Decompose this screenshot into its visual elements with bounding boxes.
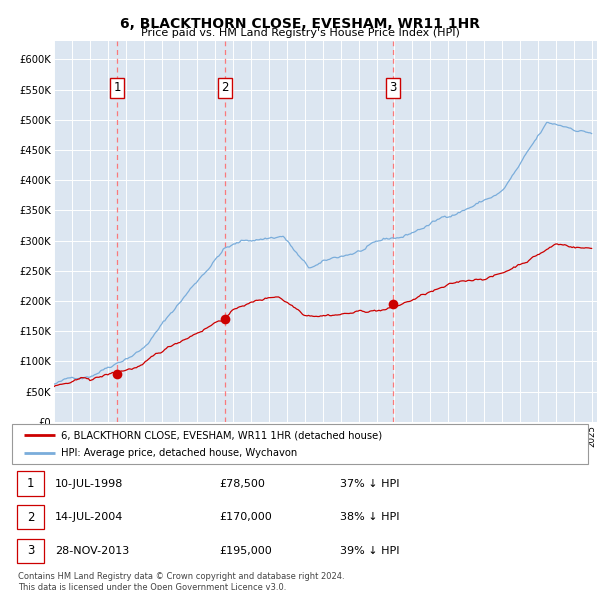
- Text: 2: 2: [221, 81, 229, 94]
- Text: 3: 3: [27, 544, 34, 558]
- Text: 38% ↓ HPI: 38% ↓ HPI: [340, 512, 400, 522]
- Text: 3: 3: [389, 81, 397, 94]
- Text: 10-JUL-1998: 10-JUL-1998: [55, 478, 124, 489]
- FancyBboxPatch shape: [17, 471, 44, 496]
- FancyBboxPatch shape: [17, 539, 44, 563]
- FancyBboxPatch shape: [17, 505, 44, 529]
- Text: £195,000: £195,000: [220, 546, 272, 556]
- Text: 37% ↓ HPI: 37% ↓ HPI: [340, 478, 400, 489]
- Text: £170,000: £170,000: [220, 512, 272, 522]
- Text: 6, BLACKTHORN CLOSE, EVESHAM, WR11 1HR: 6, BLACKTHORN CLOSE, EVESHAM, WR11 1HR: [120, 17, 480, 31]
- Text: This data is licensed under the Open Government Licence v3.0.: This data is licensed under the Open Gov…: [18, 583, 286, 590]
- Text: 6, BLACKTHORN CLOSE, EVESHAM, WR11 1HR (detached house): 6, BLACKTHORN CLOSE, EVESHAM, WR11 1HR (…: [61, 430, 382, 440]
- Text: 1: 1: [26, 477, 34, 490]
- FancyBboxPatch shape: [12, 424, 588, 464]
- Text: 14-JUL-2004: 14-JUL-2004: [55, 512, 124, 522]
- Text: Contains HM Land Registry data © Crown copyright and database right 2024.: Contains HM Land Registry data © Crown c…: [18, 572, 344, 581]
- Text: £78,500: £78,500: [220, 478, 265, 489]
- Text: HPI: Average price, detached house, Wychavon: HPI: Average price, detached house, Wych…: [61, 448, 297, 458]
- Text: Price paid vs. HM Land Registry's House Price Index (HPI): Price paid vs. HM Land Registry's House …: [140, 28, 460, 38]
- Text: 39% ↓ HPI: 39% ↓ HPI: [340, 546, 400, 556]
- Text: 2: 2: [26, 510, 34, 524]
- Text: 1: 1: [113, 81, 121, 94]
- Text: 28-NOV-2013: 28-NOV-2013: [55, 546, 130, 556]
